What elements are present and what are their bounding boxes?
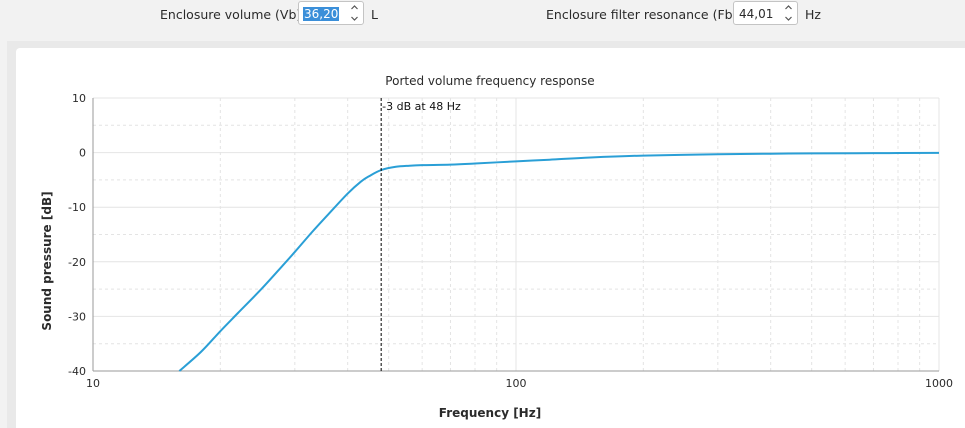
minus-3db-marker-label: -3 dB at 48 Hz — [382, 100, 461, 113]
chevron-up-icon[interactable] — [783, 2, 794, 13]
grid — [92, 97, 940, 372]
y-tick-label: 0 — [79, 147, 86, 160]
y-tick-label: -40 — [68, 365, 86, 378]
annotation-layer: -3 dB at 48 Hz — [380, 98, 461, 371]
enclosure-volume-label: Enclosure volume (Vb) — [160, 7, 302, 22]
x-tick-label: 10 — [86, 377, 100, 390]
series-layer — [178, 151, 940, 372]
enclosure-volume-spinbox[interactable]: 36,20 — [298, 1, 364, 25]
y-tick-label: 10 — [72, 92, 86, 105]
filter-resonance-spinbox[interactable]: 44,01 — [733, 1, 798, 25]
controls-bar: Enclosure volume (Vb) 36,20 L Enclosure … — [0, 0, 965, 40]
chart-panel: 10 0 -10 -20 -30 -40 10 100 1000 Ported volume f… — [7, 41, 965, 428]
chart-title: Ported volume frequency response — [385, 74, 594, 88]
y-tick-label: -30 — [68, 310, 86, 323]
filter-resonance-value[interactable]: 44,01 — [739, 7, 774, 21]
filter-resonance-label: Enclosure filter resonance (Fb) — [546, 7, 738, 22]
chevron-down-icon[interactable] — [349, 13, 360, 24]
chevron-up-icon[interactable] — [349, 2, 360, 13]
enclosure-volume-unit: L — [371, 7, 378, 22]
chart-card: 10 0 -10 -20 -30 -40 10 100 1000 Ported volume f… — [16, 48, 965, 428]
chevron-down-icon[interactable] — [783, 13, 794, 24]
y-tick-label: -20 — [68, 256, 86, 269]
x-tick-label: 100 — [506, 377, 527, 390]
y-axis-label: Sound pressure [dB] — [40, 191, 54, 330]
y-tick-label: -10 — [68, 201, 86, 214]
enclosure-volume-value[interactable]: 36,20 — [303, 7, 340, 21]
x-axis-label: Frequency [Hz] — [439, 406, 541, 420]
filter-resonance-unit: Hz — [805, 7, 821, 22]
x-tick-label: 1000 — [925, 377, 953, 390]
response-series-line — [178, 151, 940, 372]
